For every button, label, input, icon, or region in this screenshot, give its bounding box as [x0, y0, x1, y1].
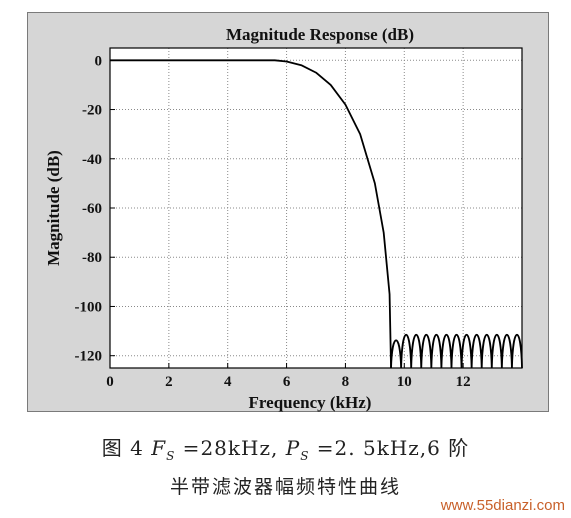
x-axis-label: Frequency (kHz) [249, 393, 372, 412]
chart-title: Magnitude Response (dB) [226, 25, 414, 44]
y-tick-label: -20 [82, 103, 102, 119]
watermark: www.55dianzi.com [440, 497, 565, 514]
x-tick-label: 10 [397, 374, 412, 390]
y-tick-label: -60 [82, 201, 102, 217]
y-tick-label: -40 [82, 152, 102, 168]
y-tick-label: -100 [75, 299, 103, 315]
x-tick-label: 0 [106, 374, 114, 390]
y-tick-label: -80 [82, 250, 102, 266]
x-tick-label: 12 [456, 374, 471, 390]
plot-area [110, 48, 522, 368]
y-axis-label: Magnitude (dB) [44, 150, 63, 266]
figure-caption-line-1: 图 4 FS =28kHz, PS =2. 5kHz,6 阶 [101, 436, 470, 463]
magnitude-response-chart: 0 2 4 6 8 10 12 0 -20 -40 -60 -80 -100 -120 Magnitude … [44, 25, 523, 412]
x-tick-label: 8 [342, 374, 350, 390]
figure-caption-line-2: 半带滤波器幅频特性曲线 [169, 476, 401, 498]
x-tick-label: 2 [165, 374, 173, 390]
plot-border [109, 47, 523, 369]
stopband-ripple-curve [390, 333, 523, 369]
y-tick-label: -120 [75, 349, 103, 365]
passband-transition-curve [110, 59, 392, 369]
x-tick-label: 4 [224, 374, 232, 390]
y-tick-label: 0 [95, 53, 103, 69]
x-tick-label: 6 [283, 374, 291, 390]
